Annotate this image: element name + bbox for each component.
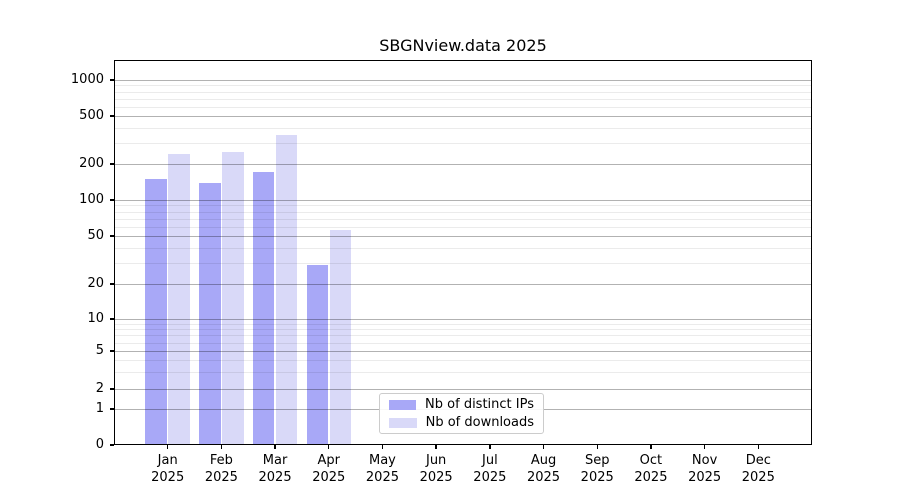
gridline-minor-4 <box>114 360 812 362</box>
y-tick-label-50: 50 <box>87 228 104 243</box>
x-tick-mark-jul <box>489 445 491 449</box>
legend-label-downloads: Nb of downloads <box>425 415 534 430</box>
gridline-20 <box>114 284 812 285</box>
x-tick-label-jan: Jan 2025 <box>151 453 185 485</box>
x-tick-label-jun: Jun 2025 <box>419 453 453 485</box>
x-tick-mark-oct <box>650 445 652 449</box>
gridline-minor-80 <box>114 211 812 213</box>
gridline-500 <box>114 116 812 117</box>
legend-label-distinct-ips: Nb of distinct IPs <box>425 397 534 412</box>
legend-swatch-downloads-icon <box>389 417 417 428</box>
x-tick-label-jul: Jul 2025 <box>473 453 507 485</box>
x-tick-label-mar: Mar 2025 <box>258 453 292 485</box>
x-tick-mark-dec <box>757 445 759 449</box>
x-tick-label-nov: Nov 2025 <box>688 453 722 485</box>
bar-apr-downloads <box>329 230 352 445</box>
bar-mar-distinct-ips <box>252 172 275 445</box>
gridline-minor-8 <box>114 329 812 331</box>
y-tick-label-5: 5 <box>95 343 104 358</box>
y-tick-mark-500 <box>110 115 114 117</box>
x-tick-label-dec: Dec 2025 <box>741 453 775 485</box>
y-tick-label-10: 10 <box>87 311 104 326</box>
gridline-minor-300 <box>114 142 812 144</box>
gridline-minor-400 <box>114 127 812 129</box>
x-tick-label-apr: Apr 2025 <box>312 453 346 485</box>
gridline-1000 <box>114 80 812 81</box>
x-tick-mark-may <box>381 445 384 449</box>
gridline-minor-90 <box>114 205 812 207</box>
gridline-minor-3 <box>114 372 812 374</box>
gridline-minor-600 <box>114 106 812 108</box>
legend-swatch-distinct-ips-icon <box>389 399 417 410</box>
bar-apr-distinct-ips <box>306 264 329 445</box>
y-tick-mark-10 <box>110 318 114 320</box>
gridline-minor-7 <box>114 335 812 337</box>
x-tick-mark-nov <box>703 445 706 449</box>
y-tick-label-1000: 1000 <box>70 72 104 87</box>
gridline-minor-30 <box>114 262 812 264</box>
gridline-minor-9 <box>114 323 812 325</box>
gridline-minor-900 <box>114 85 812 87</box>
bar-mar-downloads <box>275 134 298 445</box>
gridline-minor-70 <box>114 218 812 220</box>
gridline-200 <box>114 164 812 165</box>
x-tick-label-aug: Aug 2025 <box>526 453 561 485</box>
bar-feb-downloads <box>222 152 244 445</box>
y-tick-mark-0 <box>110 444 114 446</box>
y-tick-label-200: 200 <box>79 156 104 171</box>
bar-feb-distinct-ips <box>199 182 221 445</box>
gridline-5 <box>114 351 812 352</box>
y-tick-mark-20 <box>110 283 114 285</box>
y-tick-label-20: 20 <box>87 276 104 291</box>
gridline-minor-60 <box>114 226 812 228</box>
legend-item-downloads: Nb of downloads <box>389 415 534 430</box>
y-tick-label-1: 1 <box>95 401 104 416</box>
x-tick-label-oct: Oct 2025 <box>634 453 668 485</box>
y-tick-label-2: 2 <box>95 381 104 396</box>
y-tick-label-100: 100 <box>79 192 104 207</box>
y-tick-mark-1000 <box>110 79 114 81</box>
y-tick-mark-200 <box>110 163 114 165</box>
gridline-10 <box>114 319 812 320</box>
gridline-minor-800 <box>114 91 812 93</box>
y-tick-label-500: 500 <box>79 108 104 123</box>
gridline-minor-700 <box>114 98 812 100</box>
x-tick-mark-aug <box>542 445 545 449</box>
x-tick-label-feb: Feb 2025 <box>204 453 238 485</box>
x-tick-mark-jan <box>166 445 169 449</box>
x-tick-mark-jun <box>435 445 437 449</box>
y-tick-label-0: 0 <box>95 437 104 452</box>
y-tick-mark-2 <box>110 388 114 390</box>
gridline-2 <box>114 389 812 390</box>
x-tick-label-sep: Sep 2025 <box>580 453 614 485</box>
bar-jan-downloads <box>168 154 190 445</box>
gridline-minor-40 <box>114 247 812 249</box>
gridline-minor-6 <box>114 342 812 344</box>
x-tick-mark-feb <box>220 445 223 449</box>
x-tick-mark-mar <box>274 445 276 449</box>
x-tick-mark-sep <box>596 445 598 449</box>
chart-title: SBGNview.data 2025 <box>379 36 547 55</box>
y-tick-mark-50 <box>110 235 114 237</box>
x-tick-label-may: May 2025 <box>365 453 399 485</box>
legend-item-distinct-ips: Nb of distinct IPs <box>389 397 534 412</box>
legend: Nb of distinct IPs Nb of downloads <box>379 393 544 434</box>
gridline-50 <box>114 236 812 237</box>
bar-jan-distinct-ips <box>145 178 167 445</box>
gridline-100 <box>114 200 812 201</box>
y-tick-mark-100 <box>110 199 114 201</box>
x-tick-mark-apr <box>328 445 330 449</box>
y-tick-mark-5 <box>110 350 114 352</box>
y-tick-mark-1 <box>110 408 114 410</box>
